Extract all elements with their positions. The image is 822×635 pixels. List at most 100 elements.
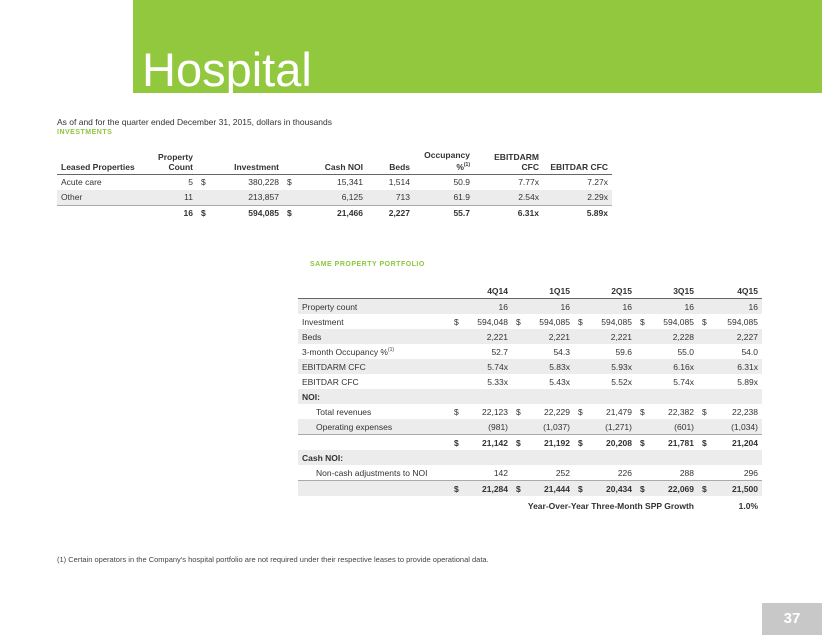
cell: 5.43x xyxy=(512,374,574,389)
currency: $ xyxy=(454,437,459,448)
row-label: EBITDARM CFC xyxy=(298,359,450,374)
header-cell: Occupancy %(1) xyxy=(414,150,474,175)
cell: 54.0 xyxy=(698,344,762,359)
header-text: 4Q15 xyxy=(737,286,758,296)
currency: $ xyxy=(516,483,521,494)
cell: 16 xyxy=(145,204,197,221)
label-text: Property count xyxy=(302,301,358,312)
currency: $ xyxy=(578,483,583,494)
cell-value: 226 xyxy=(617,467,632,478)
cell-value: 2,221 xyxy=(548,331,570,342)
currency: $ xyxy=(454,316,459,327)
label-text: 3-month Occupancy % xyxy=(302,346,388,357)
money: $21,204 xyxy=(702,438,758,448)
cell: 16 xyxy=(574,298,636,314)
cell: 713 xyxy=(367,189,414,206)
cell-value: 55.7 xyxy=(453,208,470,219)
cell: $22,229 xyxy=(512,404,574,419)
cell-value: 21,142 xyxy=(482,437,508,448)
currency: $ xyxy=(702,316,707,327)
investments-table: Leased Properties Property Count Investmen… xyxy=(57,150,612,221)
cell: 55.0 xyxy=(636,344,698,359)
cell: $22,123 xyxy=(450,404,512,419)
money: $20,434 xyxy=(578,484,632,494)
note-ref: (1) xyxy=(387,346,395,353)
row-label xyxy=(298,480,450,496)
cell-value: (1,037) xyxy=(543,421,570,432)
money: $22,123 xyxy=(454,407,508,417)
header-cell: Leased Properties xyxy=(57,150,145,175)
note-ref: (1) xyxy=(463,162,470,168)
cell: 55.7 xyxy=(414,204,474,221)
cell xyxy=(574,450,636,465)
cell-value: 2.29x xyxy=(587,192,608,203)
currency: $ xyxy=(516,406,521,417)
cell-value: 5 xyxy=(188,177,193,188)
cell: $594,085 xyxy=(636,314,698,329)
row-label: Cash NOI: xyxy=(298,450,450,465)
money: $21,479 xyxy=(578,407,632,417)
cell-value: 16 xyxy=(622,301,632,312)
cell-value: 16 xyxy=(498,301,508,312)
cell-value: 5.93x xyxy=(611,361,632,372)
cell-value: 5.89x xyxy=(586,208,608,219)
money: $21,192 xyxy=(516,438,570,448)
cell: 5.89x xyxy=(543,204,612,221)
cell: (981) xyxy=(450,419,512,435)
cell: $21,500 xyxy=(698,480,762,496)
cell-value: 5.74x xyxy=(673,376,694,387)
cell: $22,069 xyxy=(636,480,698,496)
page-number: 37 xyxy=(762,603,822,635)
cell: 2.29x xyxy=(543,189,612,206)
cell: $20,208 xyxy=(574,434,636,450)
cell: $22,238 xyxy=(698,404,762,419)
cell: 2,221 xyxy=(512,329,574,344)
header-band xyxy=(133,0,822,93)
row-label xyxy=(298,434,450,450)
section-heading: SAME PROPERTY PORTFOLIO xyxy=(310,261,425,268)
cell-value: 713 xyxy=(395,192,410,203)
cell xyxy=(512,450,574,465)
currency: $ xyxy=(578,316,583,327)
cell-value: 20,208 xyxy=(606,437,632,448)
cell: (601) xyxy=(636,419,698,435)
cell-value: 21,204 xyxy=(732,437,758,448)
money: $20,208 xyxy=(578,438,632,448)
cell: 252 xyxy=(512,465,574,481)
table-row: Investment $594,048 $594,085 $594,085 $594,0… xyxy=(298,314,762,329)
cell-value: 21,500 xyxy=(732,483,758,494)
cell-value: 21,479 xyxy=(606,406,632,417)
currency: $ xyxy=(201,177,206,188)
money: $594,085 xyxy=(640,317,694,327)
label-text: NOI: xyxy=(302,391,320,402)
header-text: Property Count xyxy=(158,151,193,172)
cell-value: 54.0 xyxy=(741,346,758,357)
cell: $594,085 xyxy=(698,314,762,329)
cell-value: 21,466 xyxy=(337,208,363,219)
cell: $380,228 xyxy=(197,174,283,190)
cell: 2,221 xyxy=(574,329,636,344)
cell: 16 xyxy=(450,298,512,314)
money: $594,048 xyxy=(454,317,508,327)
cell xyxy=(698,450,762,465)
header-cell: 4Q15 xyxy=(698,281,762,299)
cell-value: 594,085 xyxy=(248,208,279,219)
cell-value: 21,781 xyxy=(668,437,694,448)
section-heading: INVESTMENTS xyxy=(57,129,113,136)
cell: 6.16x xyxy=(636,359,698,374)
table-row: Non-cash adjustments to NOI 142 252 226 288 2… xyxy=(298,465,762,481)
money: $21,466 xyxy=(287,208,363,218)
currency: $ xyxy=(640,316,645,327)
row-label: Property count xyxy=(298,298,450,314)
cell: $21,192 xyxy=(512,434,574,450)
cell: 5.33x xyxy=(450,374,512,389)
cell-value: 16 xyxy=(748,301,758,312)
cell: 5.74x xyxy=(450,359,512,374)
cell: 5 xyxy=(145,174,197,190)
cell: (1,037) xyxy=(512,419,574,435)
cell-value: 5.83x xyxy=(549,361,570,372)
money: $21,500 xyxy=(702,484,758,494)
title: Hospital xyxy=(142,43,312,96)
row-label: EBITDAR CFC xyxy=(298,374,450,389)
